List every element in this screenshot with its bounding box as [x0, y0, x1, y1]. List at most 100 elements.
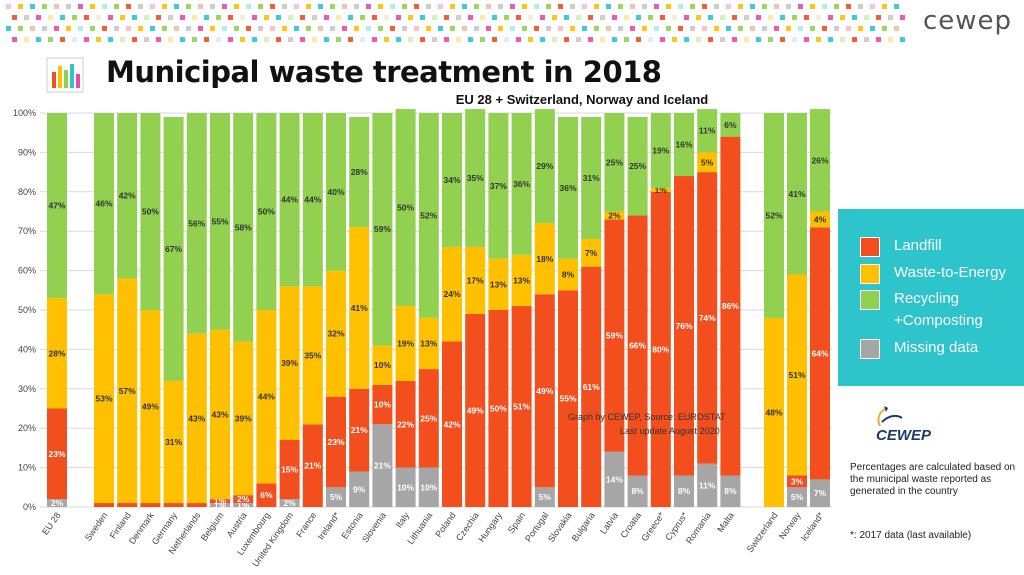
data-label: 17% [467, 275, 484, 285]
banner-dot [540, 15, 545, 20]
banner-dot [618, 26, 623, 31]
banner-dot [804, 15, 809, 20]
banner-dot [888, 15, 893, 20]
data-label: 10% [397, 482, 414, 492]
source-credit: Graph by CEWEP, Source: EUROSTAT [568, 412, 726, 422]
banner-dot [654, 26, 659, 31]
banner-dot [354, 4, 359, 9]
banner-dot [180, 15, 185, 20]
banner-dot [576, 37, 581, 42]
bar-segment [163, 380, 184, 504]
bar-segment [581, 116, 602, 240]
data-label: 2% [51, 498, 64, 508]
banner-dot [822, 4, 827, 9]
banner-dot [198, 4, 203, 9]
banner-dot [192, 37, 197, 42]
banner-dot [672, 15, 677, 20]
banner-dot [102, 26, 107, 31]
banner-dot [402, 4, 407, 9]
x-category-label: Malta [715, 510, 736, 534]
bar-segment [720, 475, 741, 507]
x-category-label: Slovenia [360, 510, 388, 544]
banner-dot [606, 26, 611, 31]
banner-dot [90, 4, 95, 9]
banner-dot [414, 4, 419, 9]
banner-dot [36, 37, 41, 42]
bar-segment [488, 113, 509, 259]
data-label: 13% [490, 279, 507, 289]
banner-dot [186, 26, 191, 31]
x-category-label: Iceland* [799, 510, 826, 543]
banner-dot [750, 4, 755, 9]
banner-dot [222, 4, 227, 9]
banner-dot [648, 15, 653, 20]
banner-dot [366, 26, 371, 31]
banner-dot [522, 4, 527, 9]
banner-dot [84, 15, 89, 20]
data-label: 19% [652, 145, 669, 155]
banner-dot [486, 4, 491, 9]
banner-dot [420, 37, 425, 42]
banner-dot [348, 37, 353, 42]
data-label: 2% [608, 210, 621, 220]
data-label: 47% [48, 201, 65, 211]
bar-segment [418, 113, 439, 318]
banner-dot [270, 26, 275, 31]
chart-title: Municipal waste treatment in 2018 [106, 55, 662, 89]
banner-dot [432, 15, 437, 20]
banner-dot [576, 15, 581, 20]
data-label: 1% [214, 500, 227, 510]
banner-dot [228, 37, 233, 42]
banner-dot [402, 26, 407, 31]
banner-dot [600, 15, 605, 20]
banner-dot [798, 4, 803, 9]
decorative-dot-banner [6, 4, 905, 42]
bar-segment [140, 113, 161, 310]
banner-dot [450, 4, 455, 9]
banner-dot [738, 26, 743, 31]
calculation-note: Percentages are calculated based on the … [850, 462, 1016, 497]
banner-dot [786, 26, 791, 31]
bar-segment [47, 408, 67, 500]
bar-segment [810, 479, 830, 507]
bar-segment [326, 396, 346, 488]
data-label: 1% [237, 500, 250, 510]
banner-dot [708, 37, 713, 42]
bar-segment [465, 109, 486, 247]
bar-segment [163, 503, 184, 507]
banner-dot [594, 4, 599, 9]
data-label: 19% [397, 338, 414, 348]
data-label: 18% [536, 254, 553, 264]
banner-dot [606, 4, 611, 9]
data-label: 1% [655, 185, 668, 195]
data-label: 16% [675, 140, 692, 150]
y-tick-label: 100% [13, 108, 36, 118]
data-label: 23% [48, 449, 65, 459]
data-label: 25% [606, 157, 623, 167]
banner-dot [426, 4, 431, 9]
bar-segment [720, 136, 741, 476]
banner-dot [834, 26, 839, 31]
x-category-label: Spain [506, 510, 527, 535]
banner-dot [768, 37, 773, 42]
banner-dot [720, 15, 725, 20]
x-category-label: EU 28 [40, 510, 63, 536]
banner-dot [660, 37, 665, 42]
data-label: 14% [606, 474, 623, 484]
banner-dot [780, 15, 785, 20]
banner-dot [732, 15, 737, 20]
bar-segment [256, 113, 277, 310]
banner-dot [174, 4, 179, 9]
banner-dot [492, 37, 497, 42]
cewep-brand-logo: cewep [922, 6, 1012, 36]
banner-dot [888, 37, 893, 42]
data-label: 59% [374, 224, 391, 234]
chart-legend: Landfill Waste-to-Energy Recycling +Comp… [838, 209, 1024, 386]
banner-dot [564, 37, 569, 42]
banner-dot [816, 37, 821, 42]
banner-dot [54, 26, 59, 31]
banner-dot [204, 37, 209, 42]
bar-segment [47, 499, 67, 507]
banner-dot [282, 4, 287, 9]
